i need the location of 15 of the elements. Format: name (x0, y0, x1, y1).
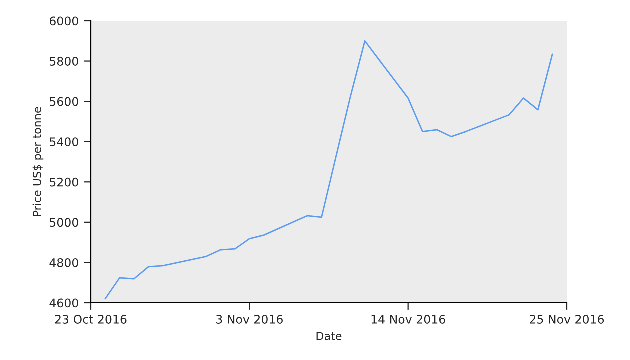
line-series (104, 40, 554, 300)
y-tick-label: 5200 (50, 178, 78, 187)
y-tick-label: 5800 (50, 57, 78, 66)
y-tick-label: 4600 (50, 298, 78, 308)
x-tick-label: 3 Nov 2016 (216, 315, 283, 324)
y-tick-label: 4800 (50, 258, 78, 268)
x-tick-label: 23 Oct 2016 (55, 315, 127, 324)
y-axis-title: Price US$ per tonne (32, 107, 44, 216)
x-axis-title: Date (316, 332, 342, 340)
y-tick-label: 5000 (50, 218, 78, 228)
y-tick-label: 5400 (50, 138, 78, 147)
y-tick-label: 6000 (50, 16, 78, 26)
y-tick-label: 5600 (50, 97, 78, 106)
x-tick-label: 14 Nov 2016 (372, 315, 446, 324)
x-tick-label: 25 Nov 2016 (530, 315, 604, 324)
